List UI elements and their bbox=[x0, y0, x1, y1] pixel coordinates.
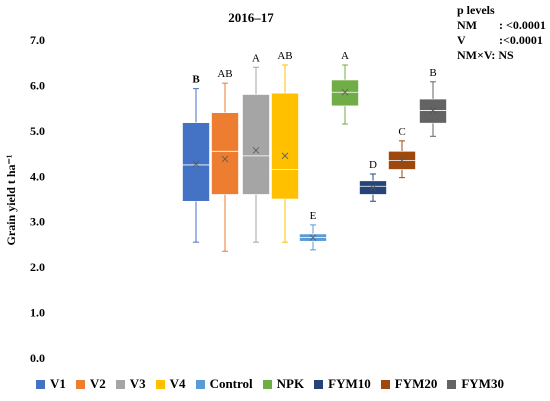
legend-label: Control bbox=[209, 376, 253, 391]
y-axis-label: Grain yield t ha⁻¹ bbox=[4, 154, 18, 245]
box-v4: AB bbox=[271, 50, 299, 243]
mean-marker bbox=[281, 152, 289, 160]
significance-letter: E bbox=[310, 210, 317, 222]
significance-letter: D bbox=[369, 159, 377, 171]
y-tick-label: 4.0 bbox=[30, 169, 45, 183]
legend-swatch bbox=[195, 379, 205, 389]
mean-marker bbox=[341, 88, 349, 96]
y-axis-ticks: 0.0 1.0 2.0 3.0 4.0 5.0 6.0 7.0 bbox=[30, 33, 45, 365]
legend-item-v4: V4 bbox=[155, 376, 186, 392]
mean-marker bbox=[369, 184, 377, 191]
legend-label: V2 bbox=[89, 376, 106, 391]
significance-letter: C bbox=[398, 126, 405, 138]
p-levels-heading: p levels bbox=[457, 3, 495, 17]
box-iqr bbox=[211, 112, 239, 195]
box-fym20: C bbox=[388, 126, 416, 179]
legend-item-v2: V2 bbox=[75, 376, 106, 392]
p-level-key-nm: NM bbox=[457, 18, 477, 32]
y-tick-label: 1.0 bbox=[30, 306, 45, 320]
mean-marker bbox=[221, 155, 229, 163]
y-tick-label: 0.0 bbox=[30, 351, 45, 365]
legend-item-fym20: FYM20 bbox=[380, 376, 438, 392]
legend-item-v3: V3 bbox=[115, 376, 146, 392]
significance-letter: AB bbox=[277, 50, 292, 62]
legend-item-v1: V1 bbox=[36, 376, 66, 392]
y-tick-label: 5.0 bbox=[30, 124, 45, 138]
box-v3: A bbox=[242, 52, 270, 243]
legend-swatch bbox=[380, 379, 390, 389]
p-level-key-v: V bbox=[457, 33, 466, 47]
chart-title: 2016–17 bbox=[228, 10, 274, 25]
significance-letter: A bbox=[341, 50, 349, 62]
box-iqr bbox=[271, 92, 299, 200]
legend: V1 V2 V3 V4 Control NPK FYM10 FYM20 FYM30 bbox=[36, 376, 548, 392]
y-tick-label: 3.0 bbox=[30, 215, 45, 229]
mean-marker bbox=[252, 147, 260, 154]
p-level-row-nm: NM : <0.0001 bbox=[457, 18, 546, 33]
legend-item-control: Control bbox=[195, 376, 253, 392]
box-npk: A bbox=[331, 50, 359, 125]
box-iqr bbox=[182, 122, 210, 202]
p-level-value-nm: : <0.0001 bbox=[499, 18, 546, 32]
mean-marker bbox=[192, 160, 200, 168]
legend-swatch bbox=[447, 379, 457, 389]
p-level-row-nmxv: NM×V: NS bbox=[457, 48, 514, 62]
box-fym30: B bbox=[419, 67, 447, 137]
legend-item-fym30: FYM30 bbox=[447, 376, 504, 392]
y-tick-label: 6.0 bbox=[30, 78, 45, 92]
significance-letter: B bbox=[192, 74, 200, 86]
box-v1: B bbox=[182, 74, 210, 243]
p-level-value-v: :<0.0001 bbox=[499, 33, 543, 47]
legend-label: FYM20 bbox=[394, 376, 438, 391]
legend-swatch bbox=[36, 379, 45, 389]
legend-label: NPK bbox=[276, 376, 305, 391]
significance-letter: B bbox=[429, 67, 436, 79]
legend-item-npk: NPK bbox=[262, 376, 305, 392]
mean-marker bbox=[309, 234, 317, 241]
legend-item-fym10: FYM10 bbox=[314, 376, 371, 392]
boxes-group: B AB A AB E A D C B bbox=[182, 50, 447, 252]
box-iqr bbox=[331, 79, 359, 107]
box-control: E bbox=[299, 210, 327, 251]
legend-label: V4 bbox=[169, 376, 186, 391]
box-v2: AB bbox=[211, 68, 239, 252]
y-tick-label: 7.0 bbox=[30, 33, 45, 47]
legend-label: V1 bbox=[50, 376, 66, 391]
mean-marker bbox=[398, 157, 406, 164]
legend-swatch bbox=[155, 379, 165, 389]
mean-marker bbox=[429, 107, 437, 114]
legend-swatch bbox=[314, 379, 324, 389]
p-level-row-v: V :<0.0001 bbox=[457, 33, 546, 48]
legend-swatch bbox=[262, 379, 272, 389]
box-iqr bbox=[242, 94, 270, 195]
significance-letter: AB bbox=[217, 68, 232, 80]
box-iqr bbox=[419, 98, 447, 124]
legend-label: FYM30 bbox=[461, 376, 504, 391]
p-levels-panel: p levels NM : <0.0001 V :<0.0001 NM×V: NS bbox=[457, 3, 546, 63]
legend-swatch bbox=[115, 379, 125, 389]
legend-label: V3 bbox=[129, 376, 146, 391]
legend-swatch bbox=[75, 379, 85, 389]
legend-label: FYM10 bbox=[328, 376, 371, 391]
box-fym10: D bbox=[359, 159, 387, 202]
y-tick-label: 2.0 bbox=[30, 260, 45, 274]
significance-letter: A bbox=[252, 52, 260, 64]
